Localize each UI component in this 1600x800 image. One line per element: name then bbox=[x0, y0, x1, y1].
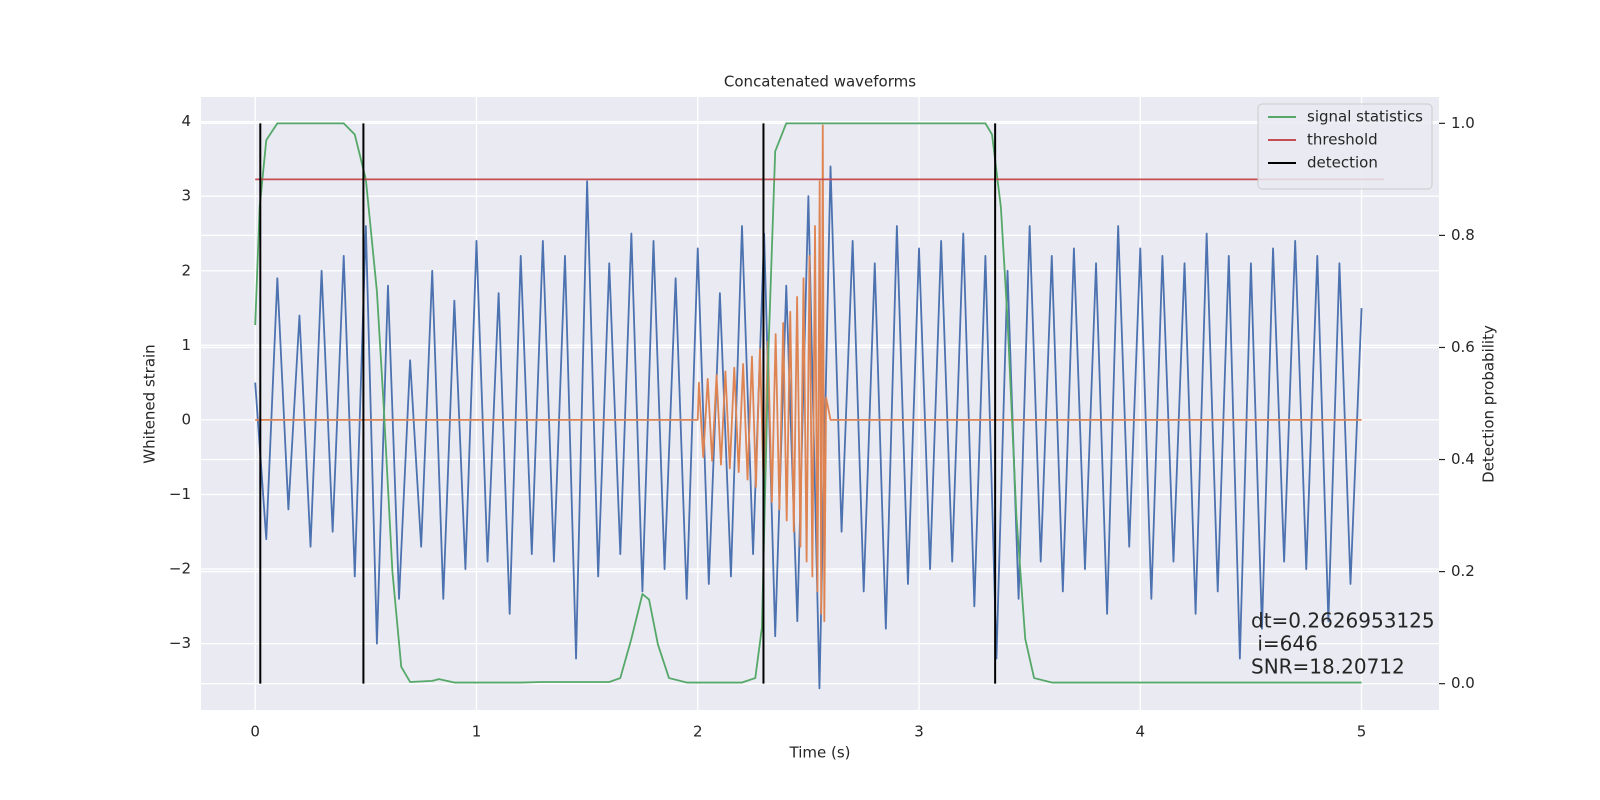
x-tick-label: 3 bbox=[914, 723, 924, 741]
series-line bbox=[255, 124, 1362, 623]
y2-tick-label: 0.0 bbox=[1451, 674, 1475, 692]
legend-label: signal statistics bbox=[1307, 108, 1423, 126]
y2-tick-label: 0.4 bbox=[1451, 450, 1475, 468]
y-tick-label: 2 bbox=[181, 261, 191, 279]
series-line bbox=[254, 122, 1362, 684]
y-tick-label: 1 bbox=[181, 336, 191, 354]
y-tick-label: 3 bbox=[181, 187, 191, 205]
y-tick-label: −1 bbox=[169, 485, 191, 503]
y2-tick-label: 1.0 bbox=[1451, 114, 1475, 132]
series-line bbox=[254, 165, 1363, 690]
y2-axis-label: Detection probability bbox=[1480, 325, 1498, 483]
x-tick-label: 1 bbox=[472, 723, 482, 741]
annotation: i=646 bbox=[1251, 632, 1318, 656]
y-tick-label: −3 bbox=[169, 634, 191, 652]
legend-label: threshold bbox=[1307, 131, 1378, 149]
x-tick-label: 4 bbox=[1136, 723, 1146, 741]
legend-label: detection bbox=[1307, 154, 1378, 172]
x-tick-label: 5 bbox=[1357, 723, 1367, 741]
tick-labels: −3 −2 −1 0 1 2 3 4 0.0 0.2 0.4 0.6 0.8 1.0 0 1 2 3 4 5 bbox=[169, 112, 1475, 740]
y2-tick-label: 0.6 bbox=[1451, 338, 1475, 356]
chart-title: Concatenated waveforms bbox=[724, 73, 916, 91]
legend-box bbox=[1257, 103, 1433, 190]
y2-tick-label: 0.8 bbox=[1451, 226, 1475, 244]
y2-tick-label: 0.2 bbox=[1451, 562, 1475, 580]
x-axis-label: Time (s) bbox=[789, 744, 851, 762]
annotation: dt=0.2626953125 bbox=[1251, 609, 1435, 633]
y-axis-label: Whitened strain bbox=[141, 344, 159, 463]
annotation: SNR=18.20712 bbox=[1251, 655, 1405, 679]
y-tick-label: 0 bbox=[181, 410, 191, 428]
y-tick-label: −2 bbox=[169, 560, 191, 578]
y-tick-label: 4 bbox=[181, 112, 191, 130]
x-tick-label: 0 bbox=[250, 723, 260, 741]
x-tick-label: 2 bbox=[693, 723, 703, 741]
